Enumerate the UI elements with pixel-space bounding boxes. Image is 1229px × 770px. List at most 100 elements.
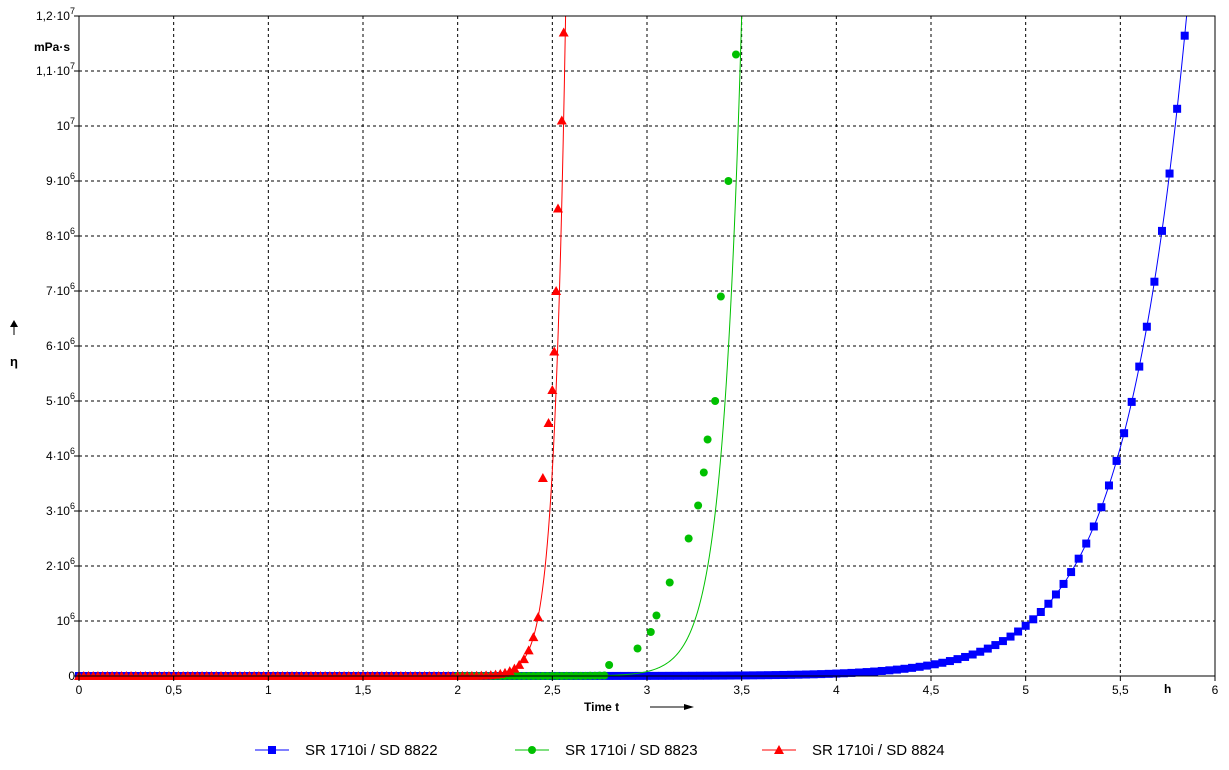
square-marker [839, 669, 848, 678]
square-marker [892, 665, 901, 674]
x-axis-arrowhead [684, 704, 694, 710]
triangle-marker [558, 27, 569, 37]
legend-label: SR 1710i / SD 8823 [565, 742, 698, 759]
circle-marker [684, 534, 693, 543]
x-tick-label: 3 [644, 683, 651, 697]
circle-marker [665, 578, 674, 587]
circle-marker [731, 50, 740, 59]
square-marker [1180, 31, 1189, 40]
square-marker [1150, 277, 1159, 286]
square-marker [870, 667, 879, 676]
y-tick-label: 106 [57, 611, 75, 628]
square-marker [817, 670, 826, 679]
square-marker [809, 670, 818, 679]
square-marker [1165, 169, 1174, 178]
labels: mPa·s η Time t h [10, 40, 1171, 714]
circle-marker [716, 292, 725, 301]
square-marker [961, 652, 970, 661]
square-marker [1044, 599, 1053, 608]
x-tick-label: 0 [76, 683, 83, 697]
square-marker [1082, 539, 1091, 548]
legend-label: SR 1710i / SD 8824 [812, 742, 945, 759]
circle-marker [699, 468, 708, 477]
square-marker [1112, 456, 1121, 465]
triangle-marker [518, 654, 529, 664]
square-marker [1142, 322, 1151, 331]
x-tick-label: 3,5 [733, 683, 750, 697]
grid [79, 16, 1215, 676]
triangle-marker [543, 418, 554, 427]
circle-marker [605, 661, 614, 669]
square-marker [862, 668, 871, 677]
square-marker [900, 664, 909, 673]
legend-item: SR 1710i / SD 8824 [762, 742, 945, 759]
square-marker [749, 671, 758, 680]
square-marker [1157, 226, 1166, 235]
square-marker [847, 668, 856, 677]
y-tick-label: 1,1·107 [36, 61, 75, 78]
square-marker [1120, 429, 1129, 438]
square-marker [1104, 481, 1113, 490]
triangle-marker [547, 385, 558, 394]
square-marker [885, 666, 894, 675]
square-marker [991, 641, 1000, 650]
circle-marker [646, 628, 655, 636]
triangle-marker [514, 659, 525, 669]
y-tick-label: 1,2·107 [36, 6, 75, 23]
square-marker [741, 671, 750, 680]
square-marker [802, 670, 811, 679]
square-marker [1173, 104, 1182, 113]
circle-marker [694, 501, 703, 510]
x-tick-label: 0,5 [165, 683, 182, 697]
legend-triangle-marker [774, 745, 784, 754]
circle-marker [724, 177, 733, 185]
square-marker [832, 669, 841, 678]
y-tick-label: 0 [68, 669, 75, 683]
x-tick-label: 5,5 [1112, 683, 1129, 697]
square-marker [998, 637, 1007, 646]
x-tick-label: 1,5 [355, 683, 372, 697]
square-marker [1067, 568, 1076, 577]
square-marker [1074, 554, 1083, 563]
square-marker [908, 663, 917, 672]
x-tick-label: 5 [1022, 683, 1029, 697]
triangle-marker [528, 632, 539, 642]
triangle-marker [509, 663, 520, 673]
square-marker [1006, 632, 1015, 641]
circle-marker [633, 644, 642, 653]
square-marker [1059, 579, 1068, 588]
y-axis-arrowhead [10, 320, 18, 327]
x-tick-label: 2 [454, 683, 461, 697]
square-marker [771, 671, 780, 680]
y-tick-label: 6·106 [46, 336, 75, 353]
x-tick-label: 4 [833, 683, 840, 697]
x-tick-label: 6 [1212, 683, 1219, 697]
triangle-marker [523, 645, 534, 655]
square-marker [930, 660, 939, 669]
triangle-marker [537, 473, 548, 482]
legend: SR 1710i / SD 8822 SR 1710i / SD 8823 SR 1… [255, 742, 945, 759]
plot-frame [78, 15, 1216, 677]
x-tick-label: 4,5 [923, 683, 940, 697]
triangle-marker [551, 286, 562, 295]
triangle-marker [504, 666, 515, 676]
square-marker [877, 666, 886, 675]
square-marker [786, 670, 795, 679]
square-marker [1089, 522, 1098, 531]
legend-item: SR 1710i / SD 8823 [515, 742, 698, 759]
square-marker [1127, 397, 1136, 406]
y-tick-label: 2·106 [46, 556, 75, 573]
legend-square-marker [268, 746, 276, 754]
y-tick-label: 8·106 [46, 226, 75, 243]
square-marker [1097, 503, 1106, 512]
circle-marker [652, 611, 661, 620]
square-marker [983, 644, 992, 653]
square-marker [1135, 362, 1144, 371]
square-marker [945, 657, 954, 666]
square-marker [764, 671, 773, 680]
triangle-marker [549, 346, 560, 356]
square-marker [968, 650, 977, 659]
square-marker [779, 670, 788, 679]
y-tick-label: 3·106 [46, 501, 75, 518]
square-marker [923, 661, 932, 670]
